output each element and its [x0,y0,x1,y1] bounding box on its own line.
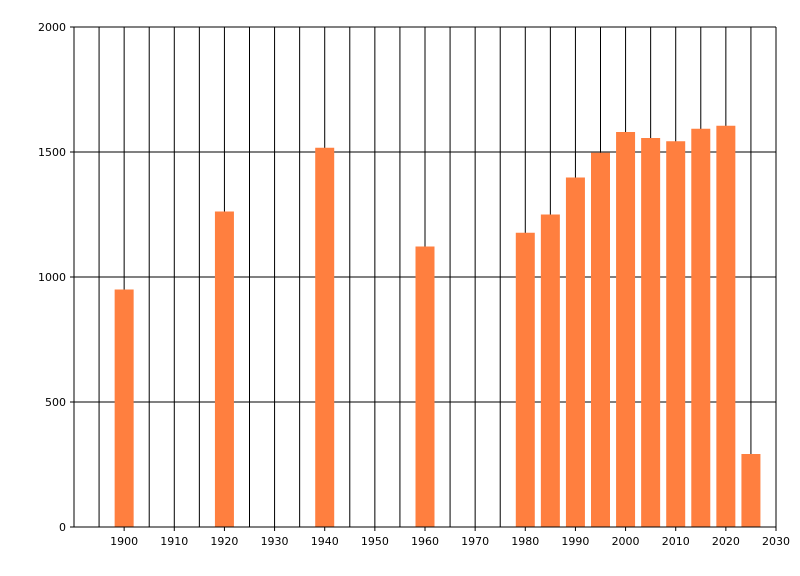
x-tick-label: 2000 [612,535,640,548]
x-tick-label: 1970 [461,535,489,548]
x-tick-label: 1940 [311,535,339,548]
x-tick-label: 1910 [160,535,188,548]
x-tick-label: 2030 [762,535,790,548]
y-tick-label: 500 [45,396,66,409]
bar [741,454,761,527]
bar [565,177,585,527]
x-tick-label: 1930 [261,535,289,548]
bar [415,246,435,527]
x-tick-label: 1950 [361,535,389,548]
x-tick-label: 1920 [210,535,238,548]
y-tick-label: 1500 [38,146,66,159]
bar [515,232,535,527]
x-axis-ticks: 1900 1910 1920 1930 1940 1950 1960 1970 1980 1990… [110,527,790,548]
bar [641,138,661,527]
bar [315,147,335,527]
x-tick-label: 1980 [511,535,539,548]
y-axis-ticks: 0 500 1000 1500 2000 [38,21,74,534]
bar [666,141,686,527]
bars [114,125,761,527]
bar [591,152,610,527]
bar [114,289,134,527]
bar [540,214,560,527]
y-tick-label: 0 [59,521,66,534]
bar [716,125,736,527]
bar [616,132,636,527]
x-tick-label: 1990 [561,535,589,548]
x-tick-label: 2020 [712,535,740,548]
bar [691,128,711,527]
x-tick-label: 2010 [662,535,690,548]
y-tick-label: 1000 [38,271,66,284]
y-tick-label: 2000 [38,21,66,34]
x-tick-label: 1960 [411,535,439,548]
bar [214,211,234,527]
x-tick-label: 1900 [110,535,138,548]
